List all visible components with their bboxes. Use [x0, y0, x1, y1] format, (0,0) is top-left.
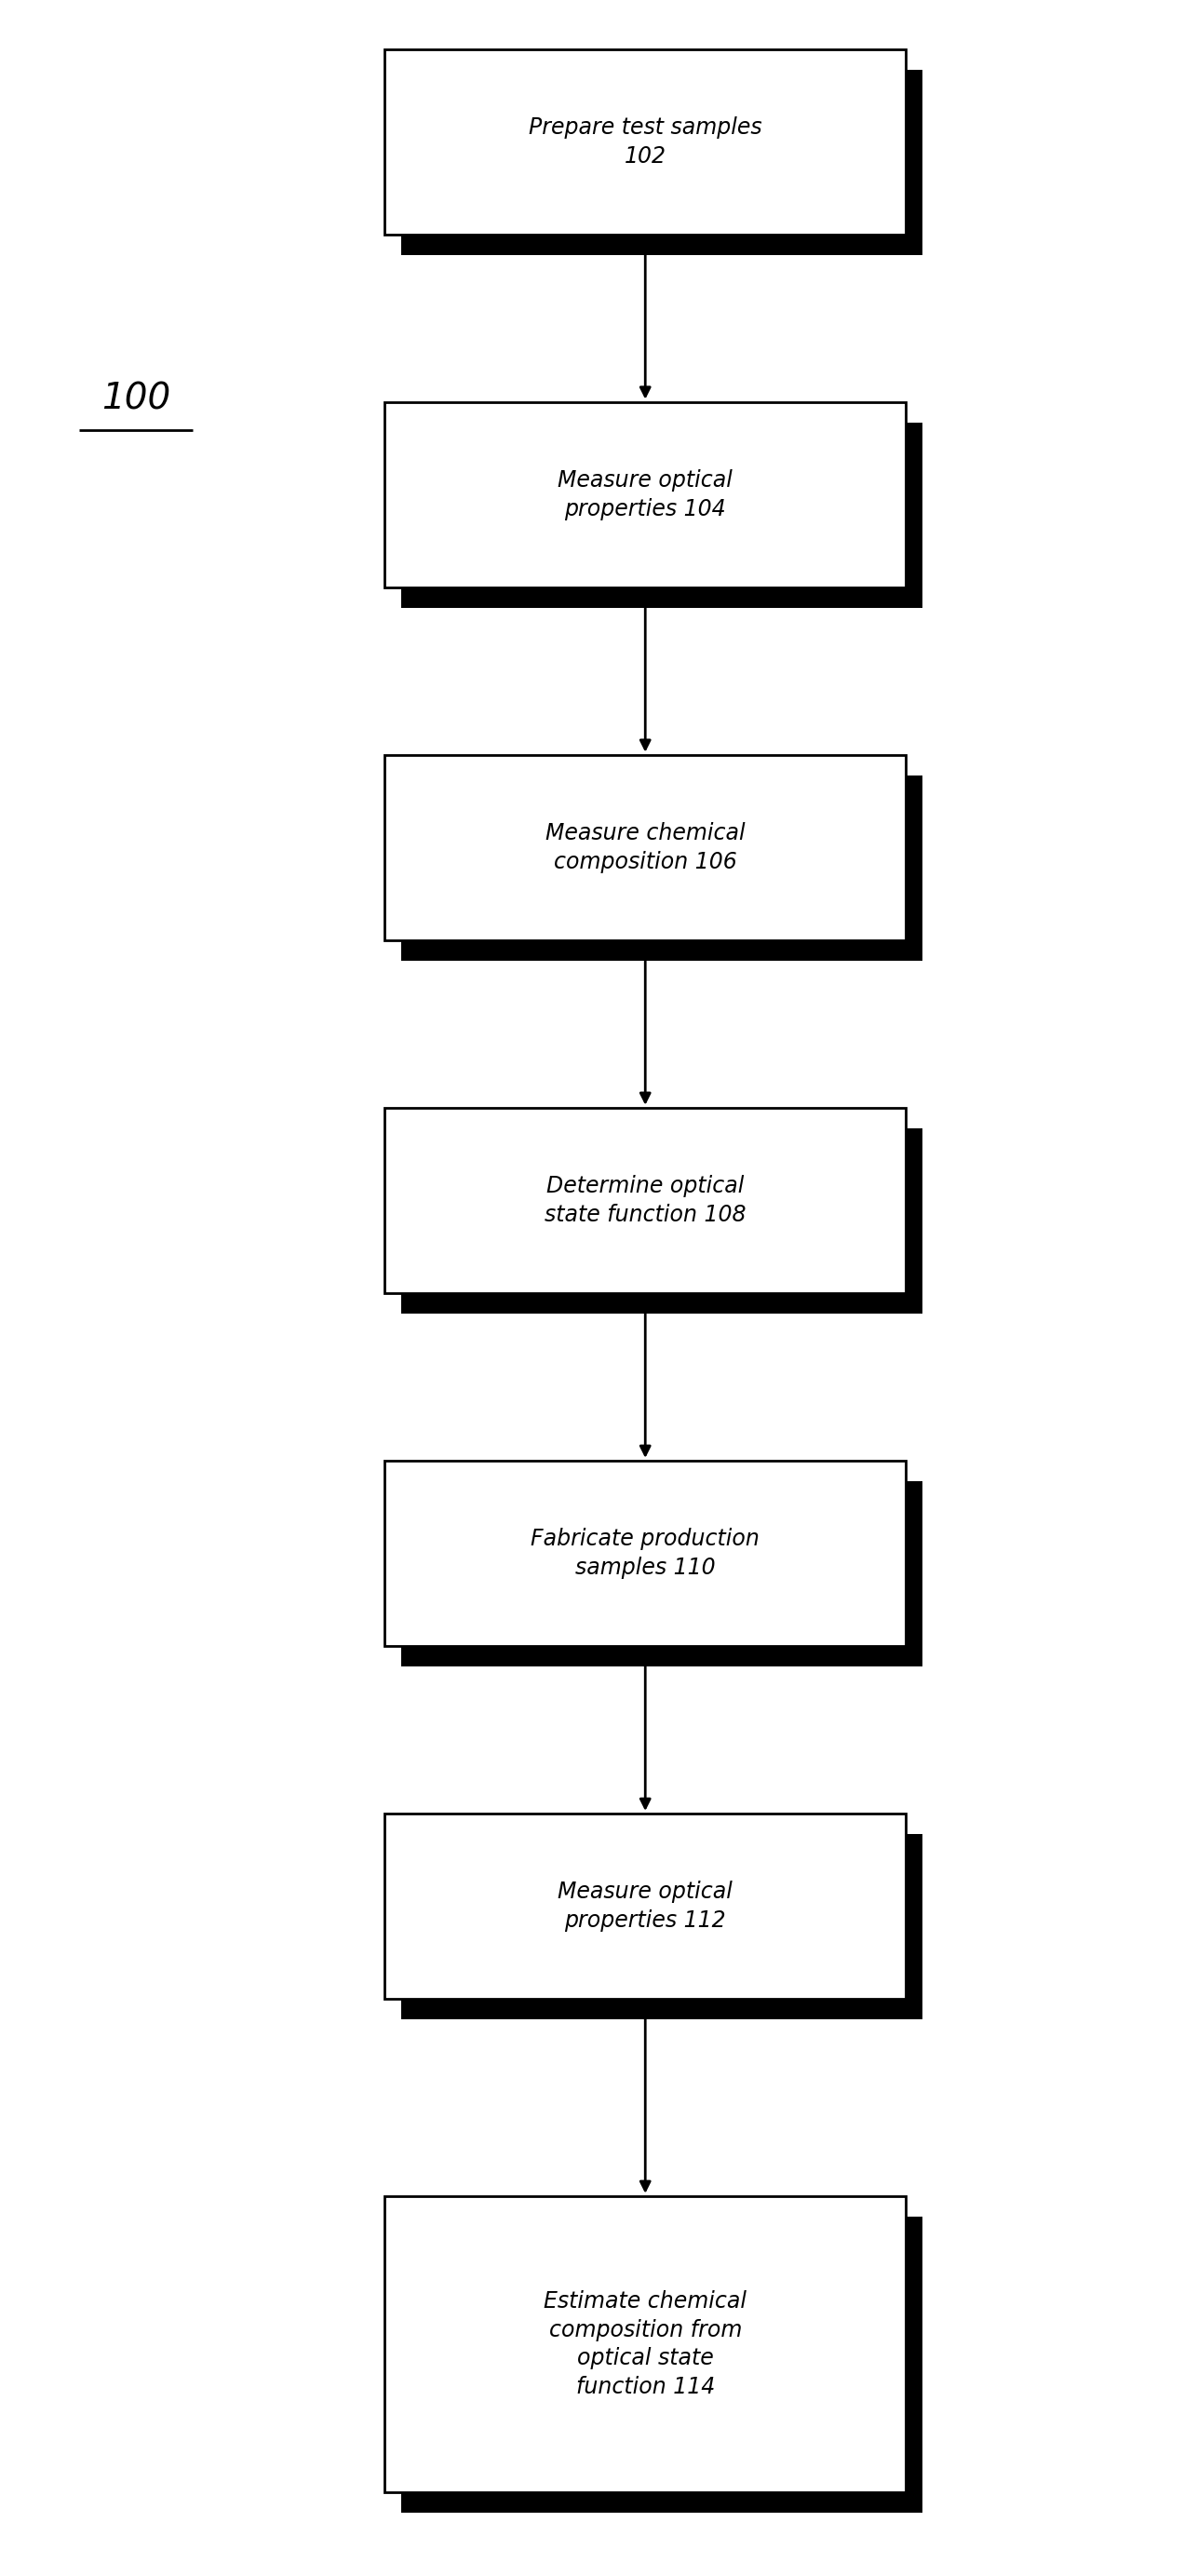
FancyBboxPatch shape [385, 2195, 906, 2494]
Text: Estimate chemical
composition from
optical state
function 114: Estimate chemical composition from optic… [543, 2290, 747, 2398]
Text: 100: 100 [102, 381, 170, 417]
FancyBboxPatch shape [385, 49, 906, 234]
FancyBboxPatch shape [401, 70, 922, 255]
Text: Determine optical
state function 108: Determine optical state function 108 [545, 1175, 746, 1226]
Text: Fabricate production
samples 110: Fabricate production samples 110 [530, 1528, 760, 1579]
FancyBboxPatch shape [401, 1128, 922, 1314]
Text: Measure chemical
composition 106: Measure chemical composition 106 [546, 822, 745, 873]
Text: Measure optical
properties 104: Measure optical properties 104 [558, 469, 733, 520]
FancyBboxPatch shape [385, 1108, 906, 1293]
FancyBboxPatch shape [401, 775, 922, 961]
FancyBboxPatch shape [385, 755, 906, 940]
FancyBboxPatch shape [385, 402, 906, 587]
FancyBboxPatch shape [401, 1834, 922, 2020]
FancyBboxPatch shape [401, 1481, 922, 1667]
FancyBboxPatch shape [385, 1814, 906, 1999]
FancyBboxPatch shape [401, 2215, 922, 2514]
FancyBboxPatch shape [401, 422, 922, 608]
FancyBboxPatch shape [385, 1461, 906, 1646]
Text: Prepare test samples
102: Prepare test samples 102 [528, 116, 762, 167]
Text: Measure optical
properties 112: Measure optical properties 112 [558, 1880, 733, 1932]
